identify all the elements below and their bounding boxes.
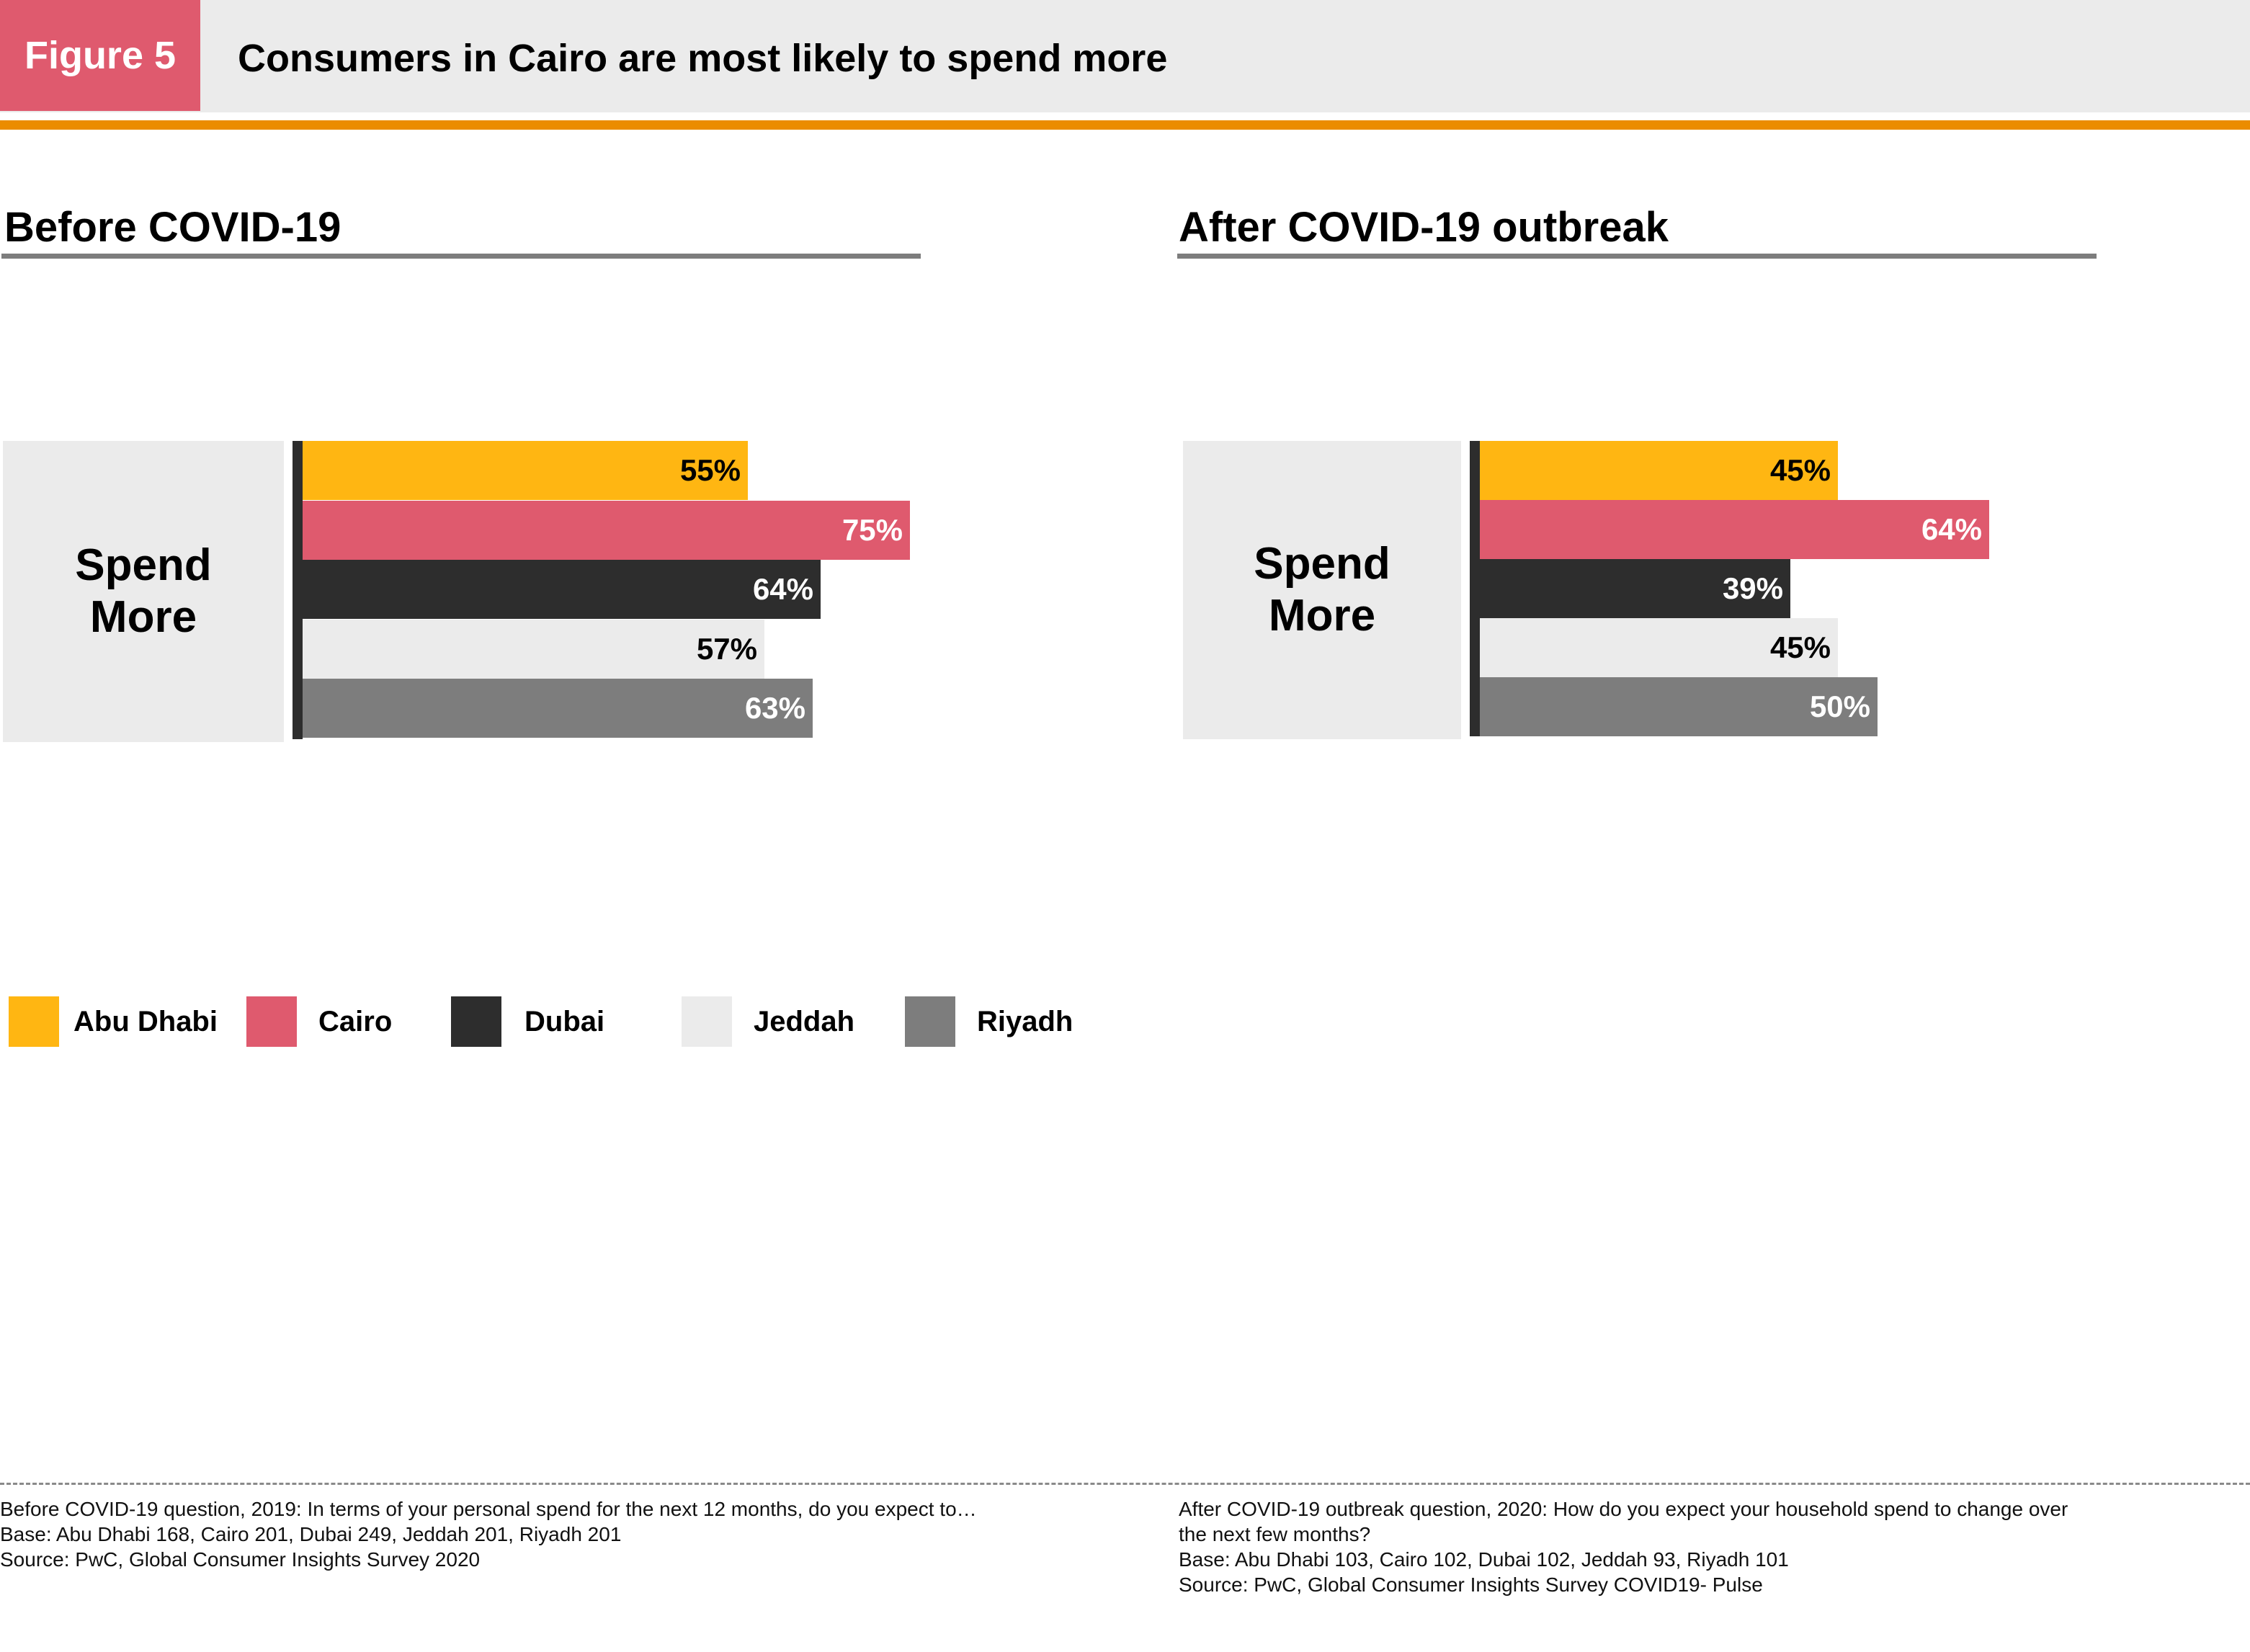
legend-swatch-jeddah [682,996,732,1047]
figure-title: Consumers in Cairo are most likely to sp… [238,37,1168,80]
bar-dubai: 39% [1480,559,1790,618]
chart-title-before: Before COVID-19 [4,204,341,251]
figure-header: Figure 5 Consumers in Cairo are most lik… [0,0,2250,112]
bar-value-label-riyadh: 50% [1809,689,1870,723]
footnote-after: After COVID-19 outbreak question, 2020: … [1179,1496,2068,1597]
bar-value-label-cairo: 64% [1921,512,1982,546]
header-divider [0,120,2250,130]
bar-abu-dhabi: 55% [303,441,748,500]
bar-abu-dhabi: 45% [1480,441,1838,500]
bar-jeddah: 57% [303,620,764,679]
chart-title-rule-before [1,254,921,259]
bar-value-label-jeddah: 57% [696,632,757,666]
legend-label-abu-dhabi: Abu Dhabi [73,1005,218,1037]
legend-label-riyadh: Riyadh [977,1005,1073,1037]
chart-title-rule-after [1177,254,2097,259]
footnote-line: After COVID-19 outbreak question, 2020: … [1179,1498,2068,1520]
footnote-line: Before COVID-19 question, 2019: In terms… [0,1498,977,1520]
legend-label-dubai: Dubai [524,1005,605,1037]
legend-label-cairo: Cairo [318,1005,393,1037]
bar-value-label-abu-dhabi: 45% [1769,453,1831,487]
figure-number-badge: Figure 5 [0,0,200,111]
footnote-line: Base: Abu Dhabi 103, Cairo 102, Dubai 10… [1179,1548,1789,1571]
bar-riyadh: 50% [1480,677,1878,736]
footnote-line: Source: PwC, Global Consumer Insights Su… [0,1548,481,1571]
category-label-line1: Spend [1254,539,1390,589]
bar-cairo: 75% [303,501,910,560]
footnote-before: Before COVID-19 question, 2019: In terms… [0,1496,977,1572]
legend-swatch-riyadh [905,996,955,1047]
bar-value-label-cairo: 75% [841,513,903,547]
legend-swatch-abu-dhabi [9,996,59,1047]
footnote-line: the next few months? [1179,1523,1371,1545]
footnote-line: Source: PwC, Global Consumer Insights Su… [1179,1573,1763,1596]
category-label-line2: More [1268,591,1376,640]
bar-value-label-abu-dhabi: 55% [679,453,741,487]
legend-swatch-cairo [246,996,297,1047]
category-box-before: Spend More [3,441,284,742]
chart-title-after: After COVID-19 outbreak [1179,204,1669,251]
bar-axis-after [1470,441,1480,736]
legend-label-jeddah: Jeddah [754,1005,855,1037]
footnote-divider [0,1483,2250,1485]
category-label-line2: More [89,592,197,642]
bar-value-label-jeddah: 45% [1769,630,1831,664]
bar-dubai: 64% [303,560,821,619]
legend-swatch-dubai [451,996,501,1047]
bar-jeddah: 45% [1480,618,1838,677]
footnote-line: Base: Abu Dhabi 168, Cairo 201, Dubai 24… [0,1523,622,1545]
bar-cairo: 64% [1480,500,1989,559]
category-box-after: Spend More [1183,441,1461,739]
category-label-line1: Spend [75,540,212,590]
bar-value-label-riyadh: 63% [744,691,805,725]
bar-riyadh: 63% [303,679,813,738]
bar-axis-before [293,441,303,739]
bar-value-label-dubai: 64% [752,572,813,606]
bar-value-label-dubai: 39% [1722,571,1783,605]
